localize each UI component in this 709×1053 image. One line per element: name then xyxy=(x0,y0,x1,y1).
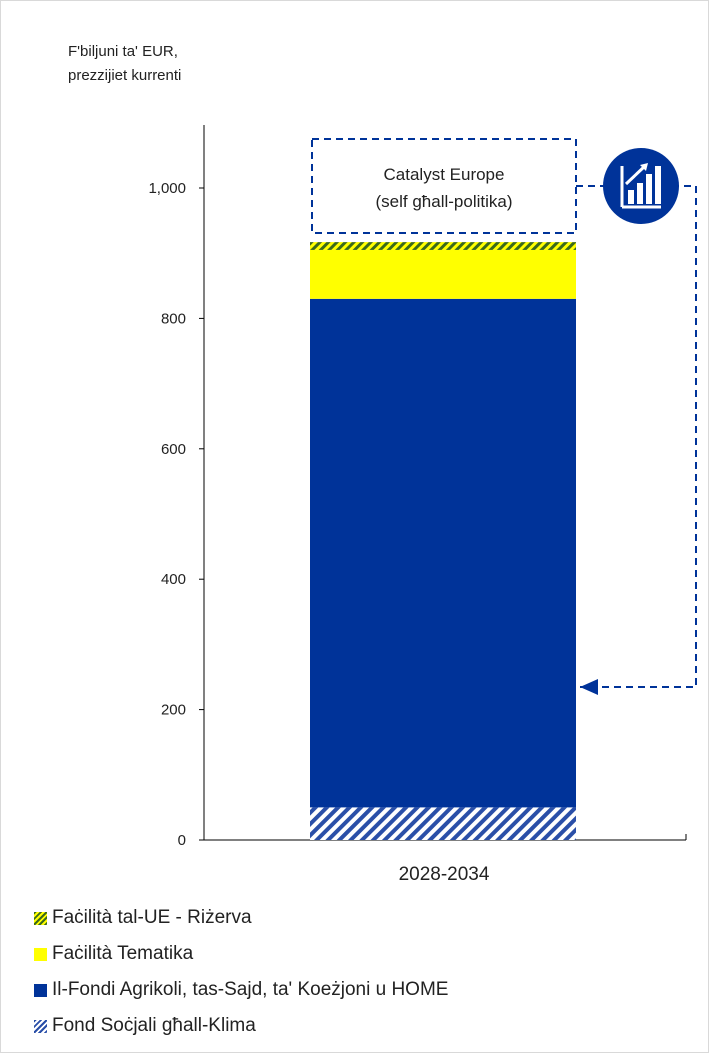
y-tick-label: 0 xyxy=(178,832,186,849)
y-axis: 0 200 400 600 800 1,000 xyxy=(148,125,204,849)
catalyst-europe-box xyxy=(312,139,576,233)
legend-swatch xyxy=(34,984,47,997)
legend-item: Faċilità tal-UE - Riżerva xyxy=(34,900,448,936)
bar-segment-hatch-yellow xyxy=(310,242,576,250)
legend-item: Faċilità Tematika xyxy=(34,936,448,972)
y-tick-label: 800 xyxy=(161,310,186,327)
bar-segment-solid xyxy=(310,250,576,299)
legend-label: Faċilità tal-UE - Riżerva xyxy=(52,907,252,929)
connector-arrow xyxy=(576,186,696,687)
legend-item: Fond Soċjali għall-Klima xyxy=(34,1008,448,1044)
bar-segment-solid xyxy=(310,299,576,808)
bar-chart-growth-icon xyxy=(603,148,679,224)
y-tick-label: 1,000 xyxy=(148,180,186,197)
bar-stack xyxy=(310,242,576,840)
legend: Faċilità tal-UE - Riżerva Faċilità Temati… xyxy=(34,900,448,1044)
y-tick-label: 600 xyxy=(161,441,186,458)
y-tick-label: 400 xyxy=(161,571,186,588)
legend-item: Il-Fondi Agrikoli, tas-Sajd, ta' Koeżjon… xyxy=(34,972,448,1008)
legend-label: Fond Soċjali għall-Klima xyxy=(52,1015,256,1037)
x-tick-label: 2028-2034 xyxy=(399,864,490,885)
legend-swatch xyxy=(34,948,47,961)
legend-swatch xyxy=(34,1020,47,1033)
legend-label: Faċilità Tematika xyxy=(52,943,193,965)
x-axis: 2028-2034 xyxy=(204,834,686,885)
annotation-line-2: (self għall-politika) xyxy=(376,192,513,211)
bar-segment-hatch-blue xyxy=(310,807,576,840)
annotation-line-1: Catalyst Europe xyxy=(384,165,505,184)
legend-swatch xyxy=(34,912,47,925)
legend-label: Il-Fondi Agrikoli, tas-Sajd, ta' Koeżjon… xyxy=(52,979,448,1001)
y-tick-label: 200 xyxy=(161,702,186,719)
